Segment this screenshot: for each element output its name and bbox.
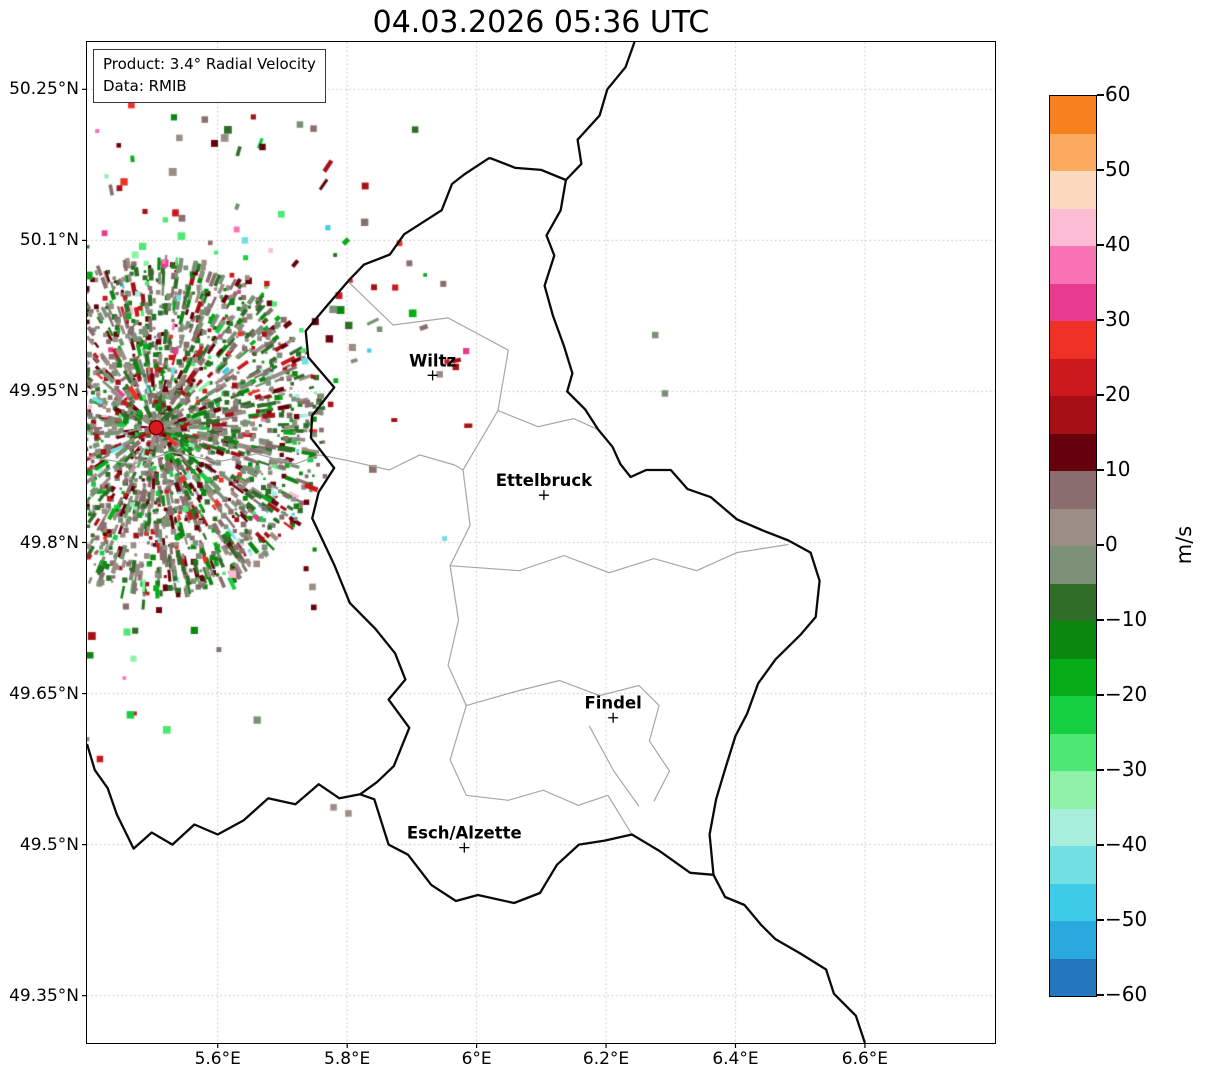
map-overlay-layer: Wiltz Ettelbruck Findel Esch/Alzette <box>82 41 866 1048</box>
country-border <box>304 156 821 905</box>
city-label: Ettelbruck <box>496 471 593 490</box>
product-info-box: Product: 3.4° Radial Velocity Data: RMIB <box>93 49 326 103</box>
colorbar-tick-label: 30 <box>1105 307 1131 331</box>
y-tick-label: 49.8°N <box>19 532 79 553</box>
product-label: Product: 3.4° Radial Velocity <box>103 55 316 73</box>
colorbar-segment <box>1050 246 1096 284</box>
colorbar-segment <box>1050 283 1096 321</box>
country-border <box>712 874 866 1044</box>
colorbar-tick <box>1097 919 1104 921</box>
y-tick-label: 50.25°N <box>9 79 79 100</box>
colorbar-tick-label: −30 <box>1105 757 1148 781</box>
district-border <box>346 280 449 326</box>
radar-velocity-layer <box>87 42 995 1043</box>
colorbar-tick <box>1097 844 1104 846</box>
colorbar-tick-label: 0 <box>1105 532 1118 556</box>
radar-site-marker <box>148 419 164 436</box>
colorbar-tick <box>1097 319 1104 321</box>
colorbar-segment <box>1050 771 1096 809</box>
x-tick-label: 6.6°E <box>841 1049 889 1069</box>
colorbar-segment <box>1050 883 1096 921</box>
district-border <box>86 451 455 471</box>
district-border <box>588 725 640 807</box>
colorbar-segment <box>1050 846 1096 884</box>
data-source-label: Data: RMIB <box>103 77 187 95</box>
colorbar-tick <box>1097 544 1104 546</box>
city-label: Findel <box>584 694 641 713</box>
colorbar-segment <box>1050 958 1096 996</box>
colorbar-segment <box>1050 471 1096 509</box>
city-marker-esch-alzette: Esch/Alzette <box>407 824 522 853</box>
colorbar-segment <box>1050 696 1096 734</box>
colorbar-tick-label: −50 <box>1105 907 1148 931</box>
colorbar-unit-label: m/s <box>1172 525 1196 565</box>
country-border <box>85 743 361 850</box>
colorbar-segment <box>1050 171 1096 209</box>
colorbar-segment <box>1050 396 1096 434</box>
colorbar-tick-label: −60 <box>1105 982 1148 1006</box>
district-border <box>454 464 464 471</box>
city-marker-ettelbruck: Ettelbruck <box>496 471 593 501</box>
colorbar-tick-label: 60 <box>1105 82 1131 106</box>
colorbar-tick <box>1097 619 1104 621</box>
city-plus-icon <box>427 370 438 381</box>
colorbar-tick-label: 10 <box>1105 457 1131 481</box>
colorbar-segment <box>1050 358 1096 396</box>
colorbar-tick-label: −40 <box>1105 832 1148 856</box>
colorbar-tick <box>1097 94 1104 96</box>
city-plus-icon <box>608 712 619 723</box>
map-plot-area: Wiltz Ettelbruck Findel Esch/Alzette Produc… <box>82 41 996 1048</box>
colorbar-tick-label: −20 <box>1105 682 1148 706</box>
colorbar-segment <box>1050 583 1096 621</box>
y-tick-label: 49.65°N <box>9 683 79 704</box>
colorbar-segment <box>1050 433 1096 471</box>
colorbar-tick <box>1097 469 1104 471</box>
colorbar-segment <box>1050 96 1096 134</box>
y-tick-label: 49.35°N <box>9 985 79 1006</box>
district-border <box>450 543 789 574</box>
x-tick-label: 6°E <box>461 1049 492 1069</box>
city-plus-icon <box>538 490 549 501</box>
colorbar-tick <box>1097 244 1104 246</box>
colorbar-segment <box>1050 208 1096 246</box>
x-tick-label: 6.2°E <box>582 1049 630 1069</box>
city-marker-wiltz: Wiltz <box>409 351 456 381</box>
plot-title: 04.03.2026 05:36 UTC <box>372 5 710 40</box>
y-tick-label: 50.1°N <box>19 230 79 251</box>
colorbar-tick <box>1097 994 1104 996</box>
x-tick-label: 6.4°E <box>712 1049 759 1069</box>
colorbar-segment <box>1050 621 1096 659</box>
district-border <box>466 679 671 802</box>
colorbar-segment <box>1050 508 1096 546</box>
city-marker-findel: Findel <box>584 694 642 723</box>
colorbar-tick-label: 40 <box>1105 232 1131 256</box>
colorbar-tick <box>1097 694 1104 696</box>
city-plus-icon <box>459 842 470 853</box>
colorbar-segment <box>1050 133 1096 171</box>
city-label: Esch/Alzette <box>407 824 522 843</box>
colorbar-tick <box>1097 169 1104 171</box>
district-border <box>466 789 633 835</box>
colorbar-tick <box>1097 769 1104 771</box>
y-tick-label: 49.95°N <box>9 381 79 402</box>
colorbar <box>1049 95 1097 997</box>
colorbar-tick-label: 20 <box>1105 382 1131 406</box>
colorbar-segment <box>1050 321 1096 359</box>
colorbar-tick <box>1097 394 1104 396</box>
colorbar-segment <box>1050 658 1096 696</box>
colorbar-segment <box>1050 733 1096 771</box>
y-tick-label: 49.5°N <box>19 834 79 855</box>
colorbar-segment <box>1050 921 1096 959</box>
colorbar-segment <box>1050 808 1096 846</box>
x-tick-label: 5.8°E <box>324 1049 371 1069</box>
city-label: Wiltz <box>409 351 456 370</box>
x-tick-label: 5.6°E <box>194 1049 241 1069</box>
colorbar-segment <box>1050 546 1096 584</box>
colorbar-tick-label: 50 <box>1105 157 1131 181</box>
district-border <box>447 317 509 796</box>
colorbar-tick-label: −10 <box>1105 607 1148 631</box>
district-border <box>497 410 599 431</box>
country-border <box>565 41 636 181</box>
